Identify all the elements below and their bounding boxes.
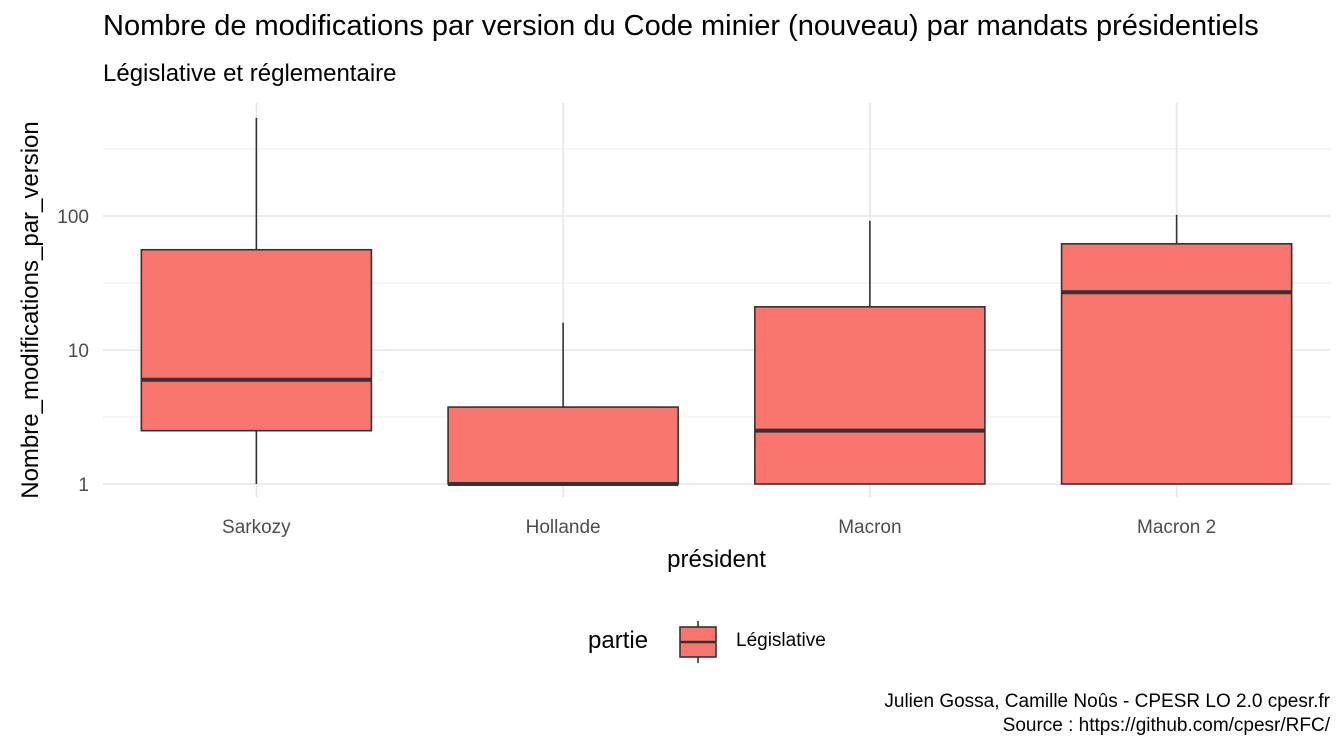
chart-subtitle: Législative et réglementaire [103, 60, 397, 87]
y-tick-label: 1 [78, 475, 89, 496]
x-tick-label: Macron [838, 517, 901, 538]
box-iqr [447, 406, 679, 485]
x-tick-label: Hollande [526, 517, 601, 538]
x-tick-label: Macron 2 [1137, 517, 1216, 538]
box-iqr [754, 306, 986, 485]
chart-title: Nombre de modifications par version du C… [103, 10, 1259, 42]
legend-label: Législative [736, 630, 826, 651]
legend-title: partie [588, 627, 649, 654]
y-tick-label: 100 [57, 207, 89, 228]
caption-source: Source : https://github.com/cpesr/RFC/ [1002, 715, 1330, 736]
x-axis-title: président [667, 546, 766, 573]
y-tick-label: 10 [68, 341, 89, 362]
caption-author: Julien Gossa, Camille Noûs - CPESR LO 2.… [884, 691, 1330, 712]
box-iqr [1060, 243, 1293, 485]
box-iqr [140, 248, 373, 432]
x-tick-label: Sarkozy [222, 517, 291, 538]
y-axis-title: Nombre_modifications_par_version [17, 121, 44, 499]
